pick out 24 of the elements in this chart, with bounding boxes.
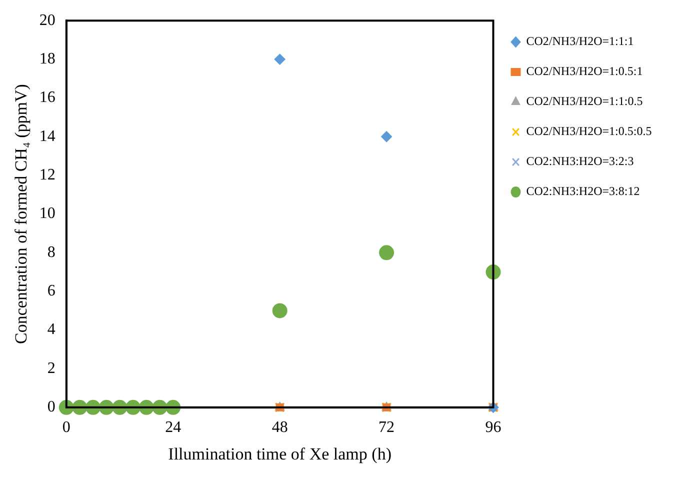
y-tick-label: 8 (47, 244, 56, 261)
y-tick-label: 2 (47, 360, 56, 377)
y-tick-label: 4 (47, 321, 56, 338)
y-axis-title: Concentration of formed CH₄ (ppmV) (12, 84, 31, 344)
y-tick-label: 6 (47, 282, 56, 300)
x-tick-label: 96 (485, 419, 502, 436)
legend-label: CO2/NH3/H2O=1:0.5:0.5 (526, 124, 652, 138)
legend-label: CO2/NH3/H2O=1:0.5:1 (526, 64, 643, 78)
x-axis-title: Illumination time of Xe lamp (h) (168, 444, 392, 464)
x-tick-label: 72 (378, 419, 395, 436)
y-tick-label: 20 (39, 12, 56, 29)
x-tick-label: 48 (272, 419, 288, 436)
x-tick-label: 0 (62, 419, 70, 436)
legend-label: CO2:NH3:H2O=3:2:3 (526, 154, 634, 168)
x-tick-label: 24 (165, 419, 182, 436)
y-tick-label: 10 (39, 205, 56, 222)
y-tick-label: 14 (39, 128, 56, 145)
y-tick-label: 0 (47, 398, 56, 416)
legend-label: CO2/NH3/H2O=1:1:0.5 (526, 94, 643, 108)
y-tick-label: 16 (39, 89, 56, 106)
y-tick-label: 12 (39, 166, 56, 184)
legend-label: CO2:NH3:H2O=3:8:12 (526, 184, 640, 198)
y-tick-label: 18 (39, 50, 56, 68)
legend-label: CO2/NH3/H2O=1:1:1 (526, 34, 634, 48)
